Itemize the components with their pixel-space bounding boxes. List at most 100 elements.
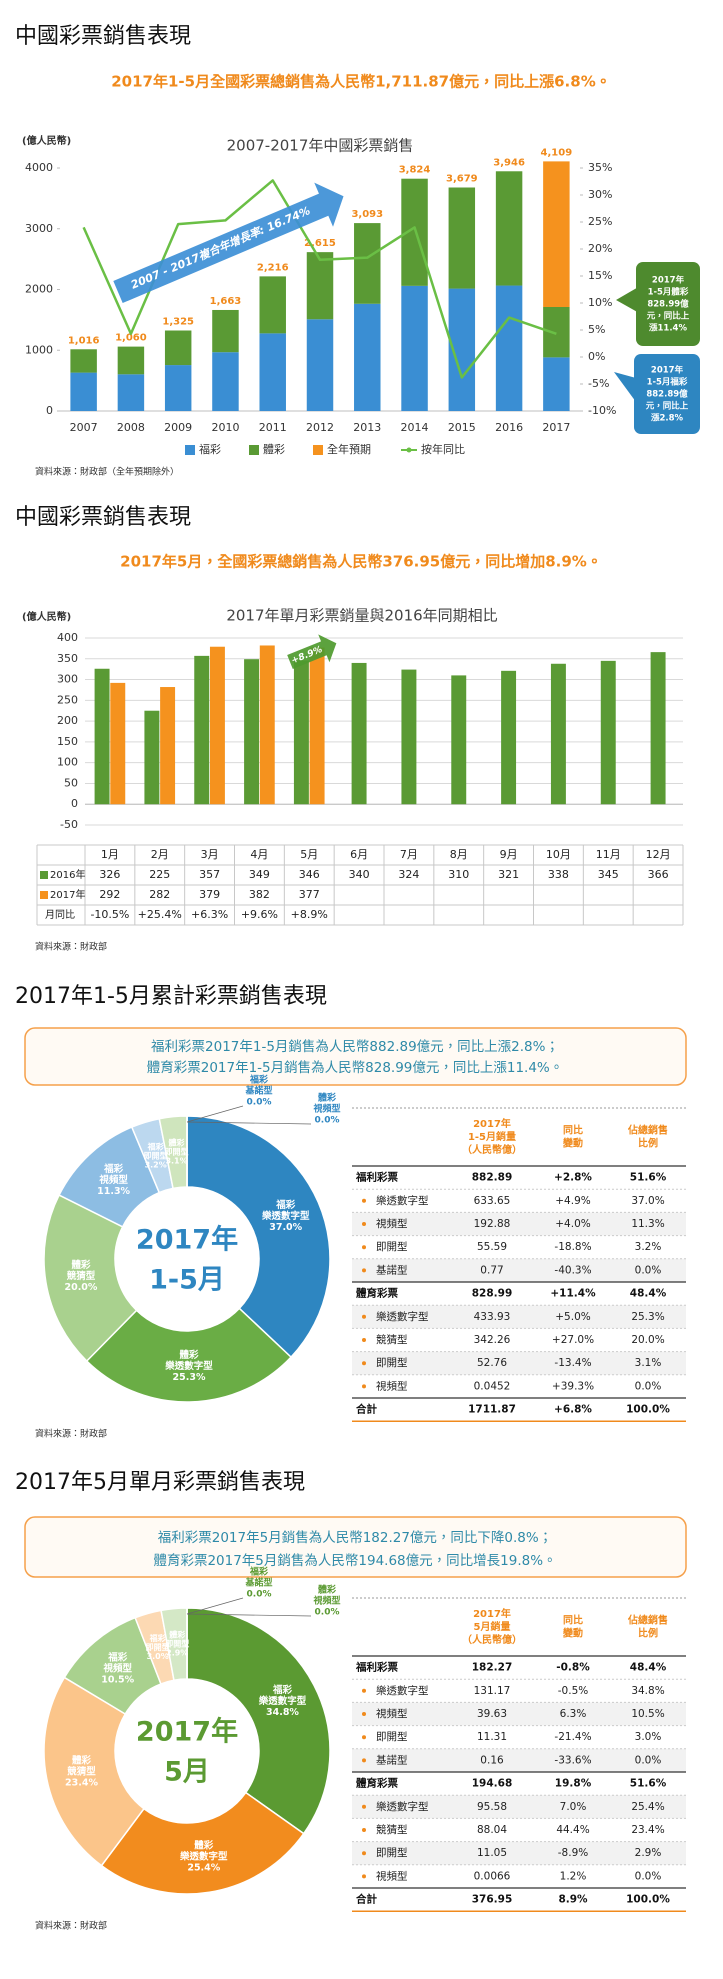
table-header: 佔總銷售 [627,1614,668,1627]
leader-line [186,1613,312,1617]
slice-label: 10.5% [101,1674,134,1685]
highlight: 2017年5月，全國彩票總銷售為人民幣376.95億元，同比增加8.9%。 [120,553,602,571]
bar-segment [259,333,286,411]
y-tick-label: 50 [64,776,78,789]
slice-label: 體彩 [71,1259,91,1271]
source: 資料來源：財政部 [35,941,107,953]
table-cell: 6.3% [560,1708,587,1720]
y-tick-label: 300 [57,673,78,686]
table-cell: 11.31 [477,1731,507,1743]
table-header: 5月銷量 [474,1620,511,1633]
donut-slice [186,1115,331,1359]
slice-label: 競猜型 [67,1270,96,1282]
table-value: 310 [448,868,469,881]
x-tick-label: 2017 [542,421,570,434]
table-value: 340 [349,868,370,881]
summary-box [24,1516,687,1578]
table-cell: 433.93 [474,1311,511,1323]
summary-line: 體育彩票2017年5月銷售為人民幣194.68億元，同比增長19.8%。 [153,1553,556,1569]
table-cell: +2.8% [554,1172,592,1184]
x-tick-label: 6月 [350,848,368,861]
bar-segment [401,285,428,411]
table-value: 338 [548,868,569,881]
slice-label: 福彩 [249,1074,268,1086]
bar-segment [70,349,97,373]
table-cell: 0.16 [480,1754,504,1766]
y-axis-label: (億人民幣) [22,610,71,623]
y-tick-label: 4000 [25,161,53,174]
bullet [362,1688,366,1693]
table-value: 324 [398,868,419,881]
y2-tick-label: 35% [588,161,612,174]
summary-line: 福利彩票2017年1-5月銷售為人民幣882.89億元，同比上漲2.8%； [151,1039,559,1055]
table-cell: 55.59 [477,1241,507,1253]
y-tick-label: 0 [71,797,78,810]
table-cell: 194.68 [472,1778,513,1790]
table-cell: 182.27 [472,1662,513,1674]
center-label: 5月 [164,1757,210,1788]
bar-segment [495,171,523,286]
bullet [362,1338,366,1342]
donut-slice [85,1307,293,1403]
table-cell: 882.89 [472,1172,513,1184]
arrow-shape [287,634,337,669]
table-value: 346 [299,868,320,881]
bullet [362,1361,366,1366]
table-cell: -40.3% [554,1264,591,1276]
table-cell: 34.8% [631,1685,664,1697]
bar-segment [543,307,570,358]
bar-segment [117,346,145,375]
chart-title: 2017年單月彩票銷量與2016年同期相比 [226,607,497,625]
slice-label: 0.0% [315,1116,340,1126]
callout-text: 1-5月體彩 [648,287,689,298]
table-cell: 即開型 [376,1730,408,1743]
bar-segment [354,303,381,411]
bar [600,660,616,805]
center-label: 1-5月 [149,1265,225,1296]
table-cell: 20.0% [631,1334,664,1346]
bullet [362,1735,366,1740]
table-cell: 視頻型 [376,1379,408,1392]
table-cell: 合計 [355,1403,377,1416]
table-cell: +27.0% [552,1334,594,1346]
x-tick-label: 11月 [596,848,621,861]
y2-tick-label: 10% [588,296,612,309]
bar [144,710,160,805]
table-cell: 8.9% [558,1894,588,1906]
table-cell: 樂透數字型 [376,1194,429,1207]
table-header: 佔總銷售 [627,1124,668,1137]
table-cell: 342.26 [474,1334,511,1346]
legend-label: 2016年 [50,868,85,881]
table-cell: -21.4% [554,1731,591,1743]
table-header: 比例 [638,1137,658,1150]
bar-segment [164,330,192,366]
x-tick-label: 2012 [306,421,334,434]
slice-label: 3.0% [147,1652,169,1661]
bullet [362,1384,366,1389]
callout-text: 漲2.8% [651,413,684,424]
total-label: 1,016 [68,335,100,346]
table-cell: 44.4% [556,1824,589,1836]
row-shade [352,1212,686,1236]
y-tick-label: 2000 [25,283,53,296]
table-cell: 100.0% [626,1404,670,1416]
table-value: -10.5% [90,908,129,921]
callout-text: 漲11.4% [649,323,687,334]
table-cell: 51.6% [630,1172,667,1184]
bar [194,655,210,805]
table-value: 377 [299,888,320,901]
table-header: 變動 [562,1137,583,1150]
table-cell: 樂透數字型 [376,1310,429,1323]
y-tick-label: 200 [57,714,78,727]
bar [209,646,225,805]
table-value: +25.4% [138,908,182,921]
table-cell: 100.0% [626,1894,670,1906]
y-tick-label: 400 [57,631,78,644]
legend-label: 體彩 [263,443,285,456]
table-cell: +5.0% [555,1311,590,1323]
slice-label: 0.0% [247,1098,272,1108]
table-cell: 11.3% [631,1218,664,1230]
legend-label: 2017年 [50,888,85,901]
summary-box [24,1027,687,1086]
slice-label: 2.9% [166,1648,188,1657]
